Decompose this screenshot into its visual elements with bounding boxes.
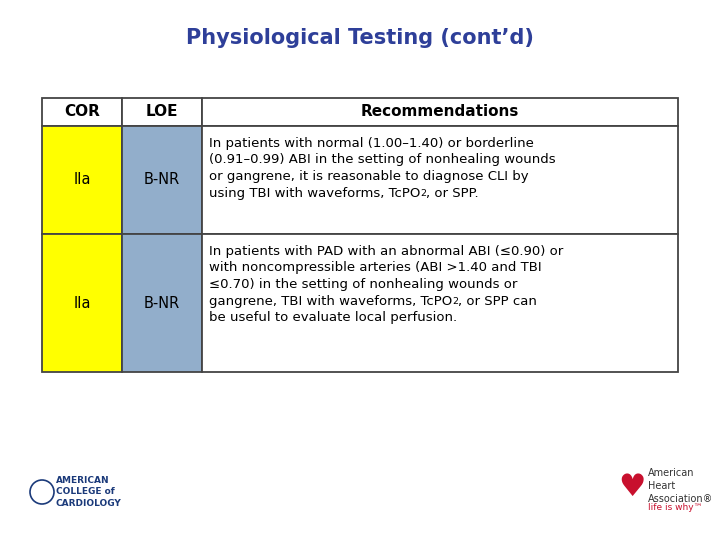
Text: or gangrene, it is reasonable to diagnose CLI by: or gangrene, it is reasonable to diagnos… — [209, 170, 528, 183]
Text: gangrene, TBI with waveforms, TcPO: gangrene, TBI with waveforms, TcPO — [209, 294, 452, 307]
Text: American
Heart
Association®: American Heart Association® — [648, 468, 714, 504]
Text: be useful to evaluate local perfusion.: be useful to evaluate local perfusion. — [209, 311, 457, 324]
Text: COR: COR — [64, 105, 100, 119]
Text: life is why™: life is why™ — [648, 503, 703, 512]
Bar — [122, 98, 202, 126]
Text: 2: 2 — [452, 298, 458, 307]
Bar — [42, 98, 122, 126]
Text: In patients with normal (1.00–1.40) or borderline: In patients with normal (1.00–1.40) or b… — [209, 137, 534, 150]
Text: , or SPP can: , or SPP can — [458, 294, 537, 307]
Text: B-NR: B-NR — [144, 172, 180, 187]
Text: LOE: LOE — [145, 105, 179, 119]
Text: using TBI with waveforms, TcPO: using TBI with waveforms, TcPO — [209, 186, 420, 199]
Text: ≤0.70) in the setting of nonhealing wounds or: ≤0.70) in the setting of nonhealing woun… — [209, 278, 518, 291]
Bar — [42, 126, 122, 234]
Text: Recommendations: Recommendations — [361, 105, 519, 119]
Bar — [42, 234, 122, 372]
Text: ♥: ♥ — [618, 474, 646, 503]
Text: 2: 2 — [420, 190, 426, 199]
Text: with noncompressible arteries (ABI >1.40 and TBI: with noncompressible arteries (ABI >1.40… — [209, 261, 541, 274]
Text: IIa: IIa — [73, 295, 91, 310]
Bar — [122, 126, 202, 234]
Bar — [202, 98, 678, 126]
Bar — [202, 126, 678, 234]
Text: AMERICAN
COLLEGE of
CARDIOLOGY: AMERICAN COLLEGE of CARDIOLOGY — [56, 476, 122, 508]
Text: Physiological Testing (cont’d): Physiological Testing (cont’d) — [186, 28, 534, 48]
Text: , or SPP.: , or SPP. — [426, 186, 479, 199]
Text: IIa: IIa — [73, 172, 91, 187]
Text: In patients with PAD with an abnormal ABI (≤0.90) or: In patients with PAD with an abnormal AB… — [209, 245, 563, 258]
Text: B-NR: B-NR — [144, 295, 180, 310]
Bar — [122, 234, 202, 372]
Bar — [202, 234, 678, 372]
Text: (0.91–0.99) ABI in the setting of nonhealing wounds: (0.91–0.99) ABI in the setting of nonhea… — [209, 153, 556, 166]
